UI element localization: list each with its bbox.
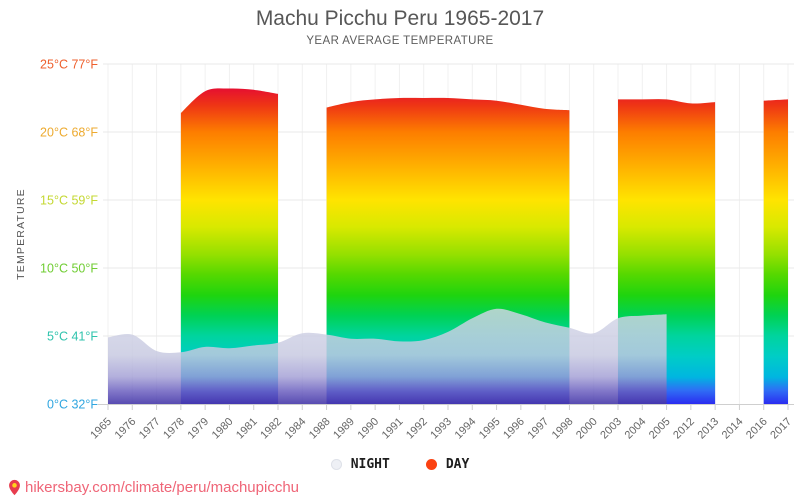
source-footer: hikersbay.com/climate/peru/machupicchu (8, 479, 299, 496)
x-axis-tick-label: 1998 (550, 416, 576, 442)
y-axis-tick-label: 5°C 41°F (47, 330, 98, 344)
x-axis-tick-label: 1981 (234, 416, 260, 442)
x-axis-tick-label: 2013 (695, 416, 721, 442)
x-axis-tick-label: 2014 (720, 416, 746, 442)
x-axis-tick-label: 1994 (453, 416, 479, 442)
x-axis-tick-label: 1996 (501, 416, 527, 442)
temperature-area-chart: 25°C 77°F 20°C 68°F 15°C 59°F 10°C 50°F 5°C … (15, 58, 794, 442)
x-axis-tick-label: 1965 (88, 416, 114, 442)
x-axis-tick-label: 1979 (185, 416, 211, 442)
x-axis-tick-label: 1992 (404, 416, 430, 442)
legend-item-day[interactable]: DAY (425, 457, 470, 472)
x-axis-tick-label: 1989 (331, 416, 357, 442)
x-axis-tick-label: 1984 (283, 416, 309, 442)
chart-legend: NIGHT DAY (0, 457, 800, 472)
y-axis-title: TEMPERATURE (15, 188, 27, 280)
x-axis-tick-label: 1990 (355, 416, 381, 442)
x-axis-tick-label: 1976 (113, 416, 139, 442)
source-link[interactable]: hikersbay.com/climate/peru/machupicchu (25, 479, 300, 496)
x-axis-tick-label: 1991 (380, 416, 406, 442)
x-axis-tick-label: 1993 (428, 416, 454, 442)
x-axis-tick-label: 2003 (598, 416, 624, 442)
y-axis-tick-label: 15°C 59°F (40, 194, 98, 208)
y-axis-tick-label: 20°C 68°F (40, 126, 98, 140)
page-title: Machu Picchu Peru 1965-2017 (255, 7, 545, 30)
x-axis-tick-label: 1977 (137, 416, 163, 442)
x-axis-tick-label: 1997 (525, 416, 551, 442)
x-axis-tick-label: 1995 (477, 416, 503, 442)
x-axis-tick-label: 2000 (574, 416, 600, 442)
x-axis-tick-label: 2004 (623, 416, 649, 442)
x-axis-tick-label: 2012 (671, 416, 697, 442)
legend-item-night[interactable]: NIGHT (330, 457, 390, 472)
y-axis-tick-label: 10°C 50°F (40, 262, 98, 276)
night-area (108, 308, 667, 404)
x-axis-tick-label: 2016 (744, 416, 770, 442)
page-subtitle: YEAR AVERAGE TEMPERATURE (306, 35, 494, 47)
legend-night-label: NIGHT (350, 457, 390, 472)
x-axis-tick-label: 2017 (768, 416, 794, 442)
x-axis-tick-label: 2005 (647, 416, 673, 442)
y-axis-tick-label: 0°C 32°F (47, 398, 98, 412)
day-area (763, 99, 788, 405)
x-axis-tick-label: 1980 (210, 416, 236, 442)
day-area (180, 88, 278, 404)
y-axis-tick-label: 25°C 77°F (40, 58, 98, 72)
legend-day-label: DAY (445, 457, 470, 472)
x-axis-tick-label: 1982 (258, 416, 284, 442)
x-axis-tick-label: 1978 (161, 416, 187, 442)
map-pin-icon (9, 479, 20, 496)
x-axis-tick-label: 1988 (307, 416, 333, 442)
day-marker-icon (425, 459, 437, 470)
night-marker-icon (330, 459, 342, 470)
